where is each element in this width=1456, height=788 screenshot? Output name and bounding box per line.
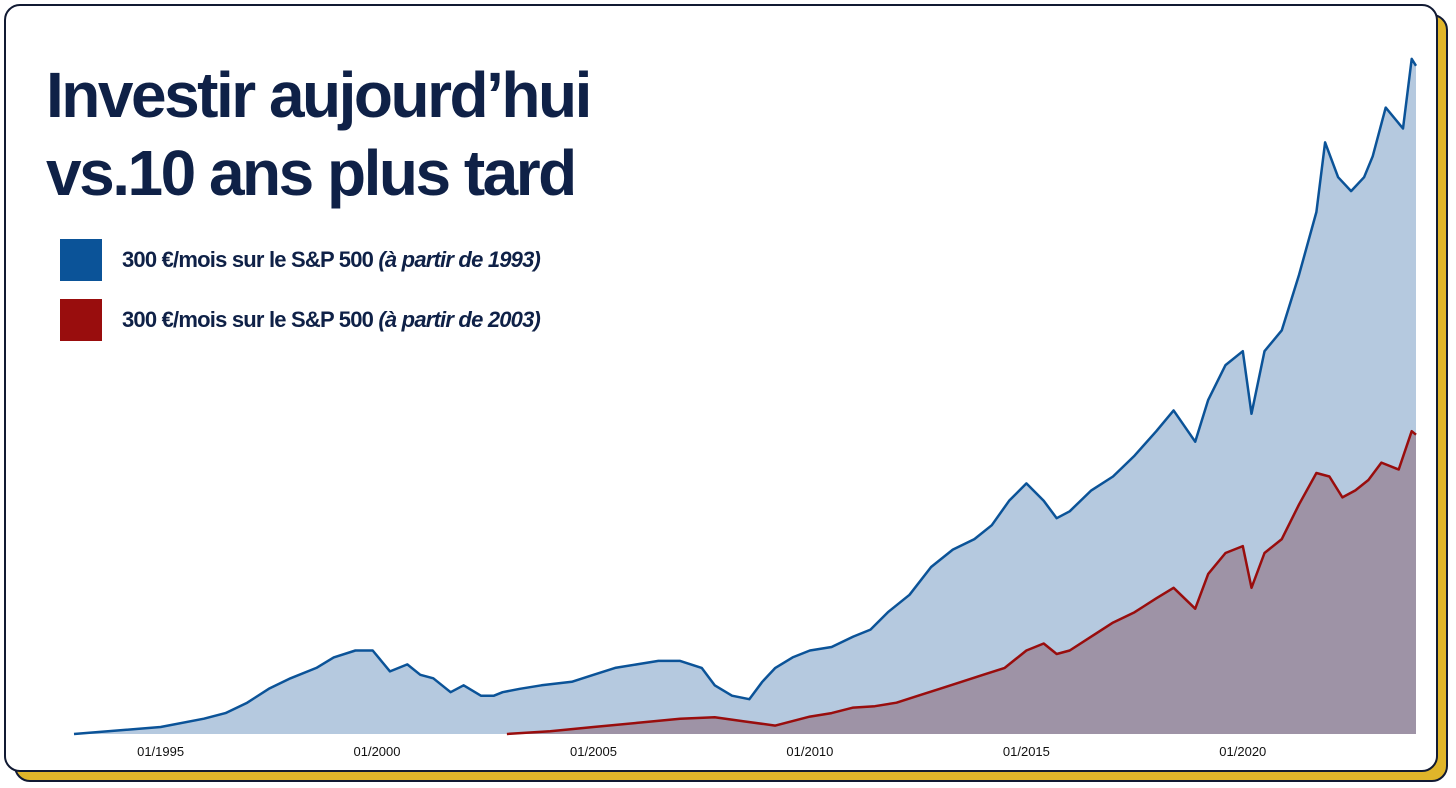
chart-areas	[73, 57, 1418, 736]
x-tick-label: 01/1995	[137, 744, 184, 759]
title-line-1: Investir aujourd’hui	[46, 59, 592, 131]
legend-label-2003: 300 €/mois sur le S&P 500 (à partir de 2…	[122, 307, 541, 333]
x-tick-label: 01/2010	[786, 744, 833, 759]
series-area-red	[506, 431, 1416, 734]
legend-item-1993: 300 €/mois sur le S&P 500 (à partir de 1…	[60, 238, 541, 282]
chart-card: 01/1995 01/2000 01/2005 01/2010 01/2015 01/20…	[4, 4, 1438, 772]
x-tick-label: 01/2020	[1219, 744, 1266, 759]
legend-swatch-red	[60, 299, 102, 341]
series-line-blue	[73, 57, 1418, 736]
title-line-2: vs.10 ans plus tard	[46, 137, 577, 209]
x-tick-label: 01/2015	[1003, 744, 1050, 759]
legend-text-1993: 300 €/mois sur le S&P 500	[122, 247, 374, 272]
legend: 300 €/mois sur le S&P 500 (à partir de 1…	[60, 238, 541, 358]
legend-label-1993: 300 €/mois sur le S&P 500 (à partir de 1…	[122, 247, 541, 273]
legend-text-2003: 300 €/mois sur le S&P 500	[122, 307, 374, 332]
legend-note-1993: (à partir de 1993)	[378, 247, 541, 272]
area-chart: 01/1995 01/2000 01/2005 01/2010 01/2015 01/20…	[73, 57, 1418, 759]
x-tick-label: 01/2005	[570, 744, 617, 759]
series-area-blue	[74, 58, 1416, 734]
legend-swatch-blue	[60, 239, 102, 281]
x-tick-label: 01/2000	[354, 744, 401, 759]
x-axis-ticks: 01/1995 01/2000 01/2005 01/2010 01/2015 01/20…	[137, 744, 1266, 759]
series-line-red	[506, 429, 1417, 736]
legend-note-2003: (à partir de 2003)	[378, 307, 541, 332]
legend-item-2003: 300 €/mois sur le S&P 500 (à partir de 2…	[60, 298, 541, 342]
chart-title: Investir aujourd’hui vs.10 ans plus tard	[46, 56, 592, 212]
